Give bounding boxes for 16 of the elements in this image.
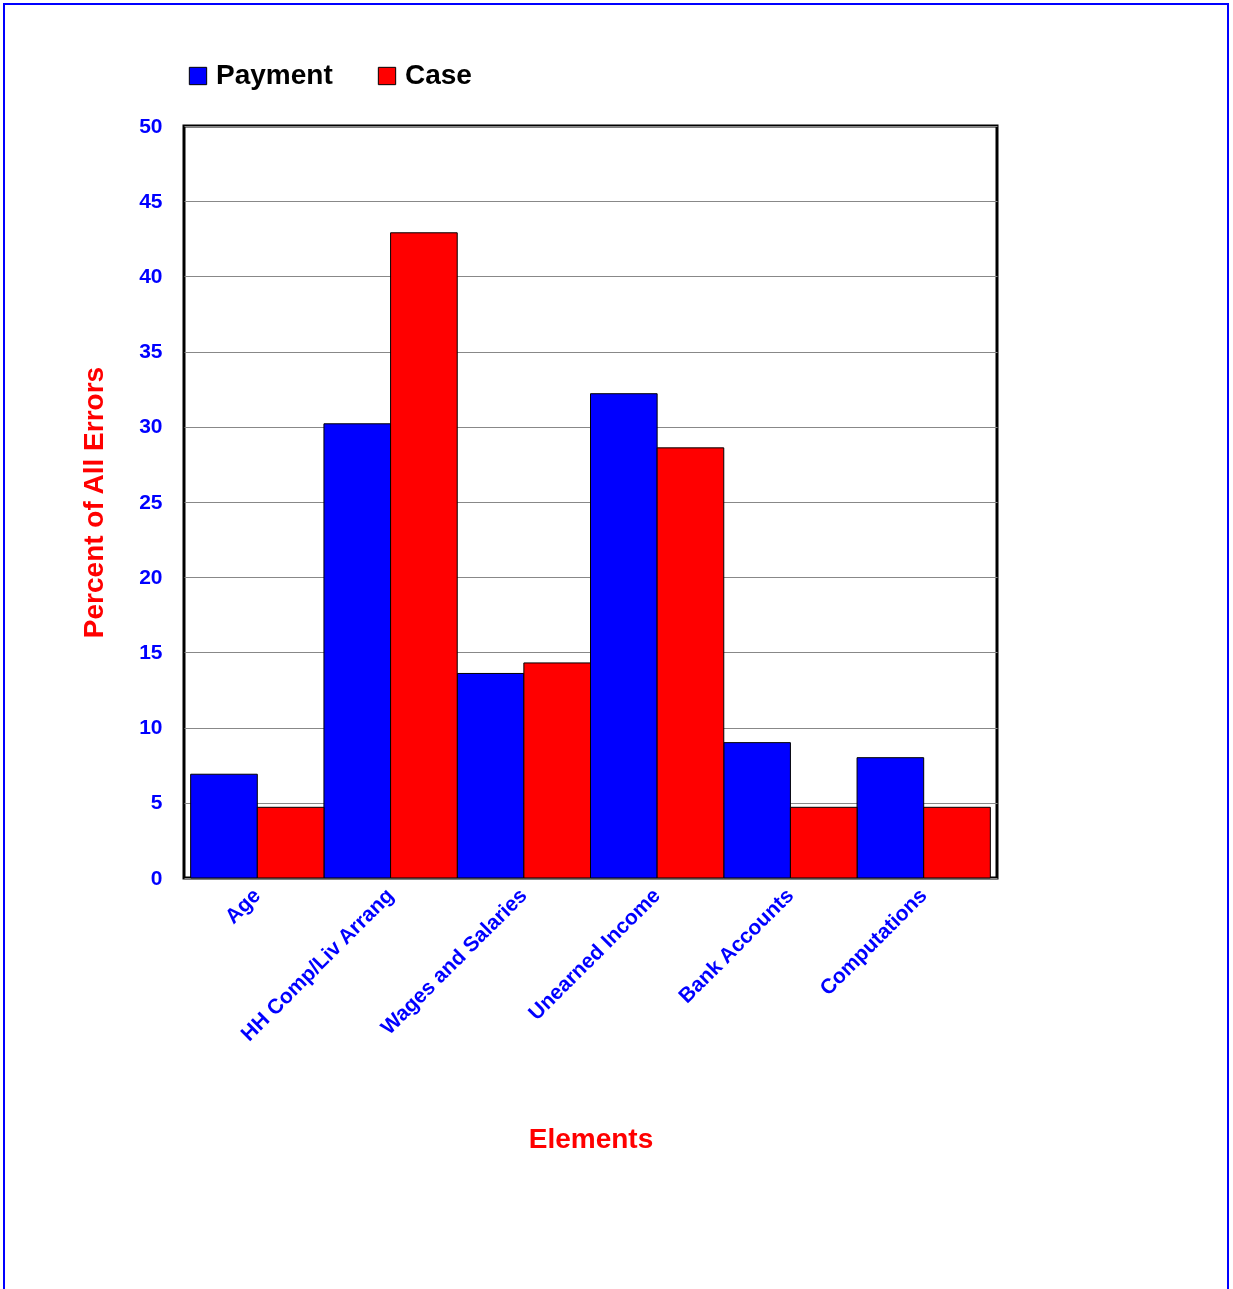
y-tick-label: 10 [139, 715, 163, 739]
y-tick-label: 40 [139, 263, 163, 287]
legend-label: Payment [216, 59, 333, 90]
y-tick-label: 45 [139, 188, 163, 212]
y-axis-title: Percent of All Errors [78, 366, 110, 639]
y-tick-label: 5 [150, 790, 163, 814]
y-tick-label: 35 [139, 339, 163, 363]
y-tick-label: 25 [139, 489, 163, 513]
y-tick-label: 15 [139, 639, 163, 663]
x-axis-title: Elements [528, 1122, 654, 1154]
y-tick-label: 50 [139, 113, 163, 137]
legend-label: Case [405, 59, 472, 90]
y-tick-label: 0 [150, 865, 163, 889]
y-tick-label: 20 [139, 564, 163, 588]
y-tick-label: 30 [139, 414, 163, 438]
x-tick-label: Age [220, 883, 265, 928]
